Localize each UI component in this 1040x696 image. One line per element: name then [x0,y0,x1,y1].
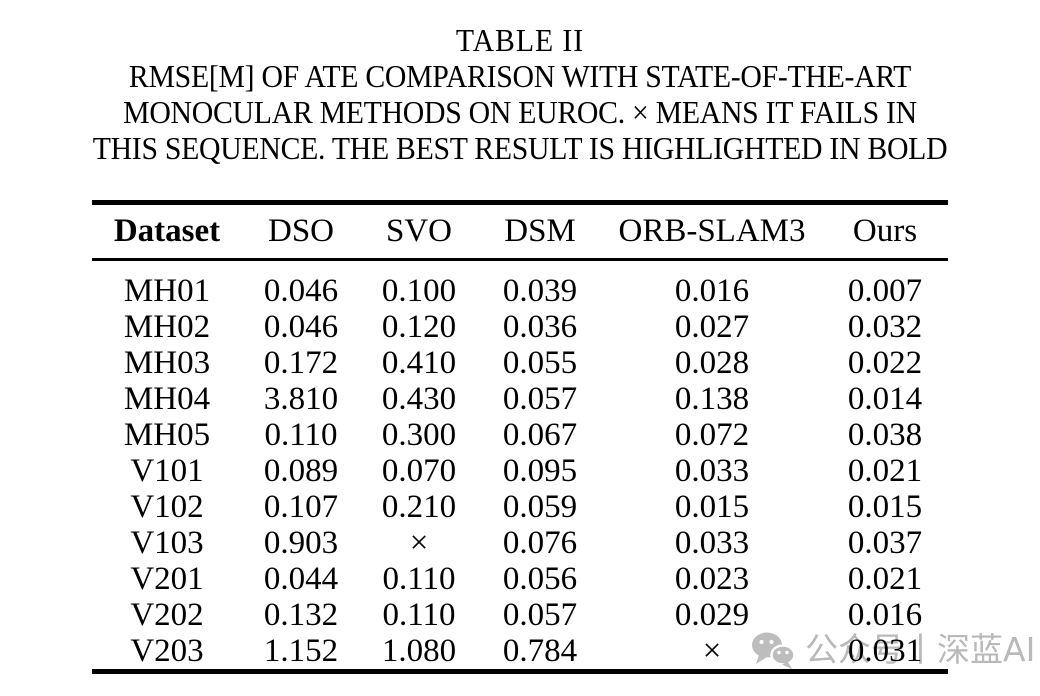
header-orb-slam3: ORB-SLAM3 [602,202,822,261]
value-cell: 0.044 [263,561,339,597]
value-cell: 0.072 [674,417,750,453]
dataset-cell: MH02 [123,309,211,345]
table-row: V202 0.132 0.110 0.057 0.029 0.016 [92,597,948,633]
value-cell: 0.107 [263,489,339,525]
dataset-cell: V203 [130,633,204,669]
header-dsm: DSM [478,202,602,261]
value-cell: 0.029 [674,597,750,633]
value-cell: 0.138 [674,381,750,417]
value-cell: 0.037 [847,525,923,561]
header-row: Dataset DSO SVO DSM ORB-SLAM3 Ours [92,202,948,261]
table-row: MH05 0.110 0.300 0.067 0.072 0.038 [92,417,948,453]
value-cell: 0.016 [674,273,750,309]
caption-line-3: THIS SEQUENCE. THE BEST RESULT IS HIGHLI… [92,130,948,166]
dataset-cell: V103 [130,525,204,561]
value-cell: 0.039 [502,273,578,309]
dataset-cell: V101 [130,453,204,489]
caption-line-2: MONOCULAR METHODS ON EUROC. × MEANS IT F… [123,94,917,130]
value-cell: 0.120 [381,309,457,345]
table-header: Dataset DSO SVO DSM ORB-SLAM3 Ours [92,202,948,261]
value-cell: 0.100 [381,273,457,309]
value-cell: 0.210 [381,489,457,525]
value-cell: 0.903 [263,525,339,561]
value-cell: 0.172 [263,345,339,381]
table-body: MH01 0.046 0.100 0.039 0.016 0.007 MH02 0.046 0.… [92,260,948,672]
value-cell: 0.300 [381,417,457,453]
value-cell: 0.032 [847,309,923,345]
table-row: V103 0.903 × 0.076 0.033 0.037 [92,525,948,561]
table-row: V102 0.107 0.210 0.059 0.015 0.015 [92,489,948,525]
header-ours: Ours [822,202,948,261]
value-cell: 1.080 [381,633,457,669]
table-row: MH03 0.172 0.410 0.055 0.028 0.022 [92,345,948,381]
value-cell: 3.810 [263,381,339,417]
value-cell: 0.015 [847,489,923,525]
dataset-cell: MH05 [123,417,211,453]
dataset-cell: V202 [130,597,204,633]
table-row: V203 1.152 1.080 0.784 × 0.031 [92,633,948,672]
value-cell: 0.055 [502,345,578,381]
value-cell: 0.031 [847,633,923,669]
value-cell: 0.014 [847,381,923,417]
table-row: MH04 3.810 0.430 0.057 0.138 0.014 [92,381,948,417]
dataset-cell: MH04 [123,381,211,417]
watermark-text: 公众号丨深蓝AI [805,630,1036,669]
caption-line-1: RMSE[M] OF ATE COMPARISON WITH STATE-OF-… [128,58,912,94]
value-cell: 0.076 [502,525,578,561]
value-cell: 0.067 [502,417,578,453]
value-cell: 0.015 [674,489,750,525]
value-cell: × [409,525,429,561]
table-number: TABLE II [455,22,585,58]
value-cell: 0.132 [263,597,339,633]
header-dataset: Dataset [92,202,242,261]
value-cell: 0.028 [674,345,750,381]
value-cell: 0.021 [847,453,923,489]
value-cell: 0.027 [674,309,750,345]
table-row: MH02 0.046 0.120 0.036 0.027 0.032 [92,309,948,345]
value-cell: 0.056 [502,561,578,597]
dataset-cell: MH01 [123,273,211,309]
table-row: V101 0.089 0.070 0.095 0.033 0.021 [92,453,948,489]
value-cell: 0.070 [381,453,457,489]
results-table: Dataset DSO SVO DSM ORB-SLAM3 Ours MH01 0… [92,200,948,674]
value-cell: 0.095 [502,453,578,489]
table-caption: TABLE II RMSE[M] OF ATE COMPARISON WITH … [36,22,1003,166]
value-cell: 0.110 [264,417,338,453]
table-row: MH01 0.046 0.100 0.039 0.016 0.007 [92,260,948,310]
value-cell: 0.033 [674,525,750,561]
value-cell: 0.410 [381,345,457,381]
value-cell: × [702,633,722,669]
wechat-watermark: 公众号丨深蓝AI [750,631,1035,669]
value-cell: 0.023 [674,561,750,597]
value-cell: 0.038 [847,417,923,453]
value-cell: 0.430 [381,381,457,417]
value-cell: 0.022 [847,345,923,381]
value-cell: 0.046 [263,309,339,345]
value-cell: 0.057 [502,381,578,417]
value-cell: 0.110 [382,561,456,597]
dataset-cell: V201 [130,561,204,597]
value-cell: 0.021 [847,561,923,597]
value-cell: 1.152 [263,633,339,669]
header-svo: SVO [360,202,478,261]
value-cell: 0.784 [502,633,578,669]
dataset-cell: V102 [130,489,204,525]
value-cell: 0.033 [674,453,750,489]
wechat-icon [752,632,796,669]
value-cell: 0.089 [263,453,339,489]
value-cell: 0.007 [847,273,923,309]
value-cell: 0.016 [847,597,923,633]
table-row: V201 0.044 0.110 0.056 0.023 0.021 [92,561,948,597]
value-cell: 0.036 [502,309,578,345]
header-dso: DSO [242,202,360,261]
value-cell: 0.046 [263,273,339,309]
value-cell: 0.057 [502,597,578,633]
dataset-cell: MH03 [123,345,211,381]
value-cell: 0.059 [502,489,578,525]
value-cell: 0.110 [382,597,456,633]
